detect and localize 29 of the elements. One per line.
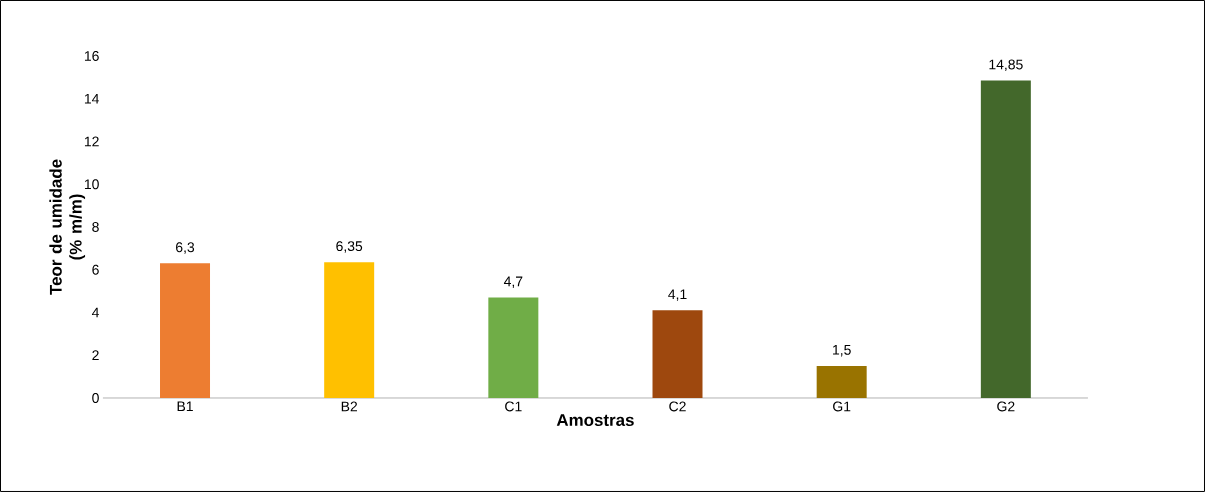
bar — [324, 262, 375, 398]
data-label: 4,1 — [668, 289, 687, 301]
y-tick-label: 6 — [92, 264, 99, 275]
x-tick-label: B1 — [177, 401, 193, 412]
y-axis-title: Teor de umidade (% m/m) — [49, 159, 86, 295]
y-tick-label: 2 — [92, 350, 99, 361]
y-tick-label: 12 — [84, 136, 99, 147]
x-tick-label: G2 — [997, 401, 1015, 412]
x-tick-label: G1 — [833, 401, 851, 412]
y-tick-label: 0 — [92, 393, 99, 403]
bar — [980, 80, 1031, 398]
y-tick-label: 4 — [91, 307, 99, 318]
y-tick-label: 10 — [84, 179, 99, 190]
x-tick-label: B2 — [341, 401, 358, 412]
bar — [816, 365, 867, 398]
x-tick-label: C1 — [505, 401, 522, 412]
data-label: 4,7 — [503, 276, 523, 288]
data-label: 14,85 — [989, 59, 1023, 72]
data-label: 6,3 — [176, 242, 195, 254]
y-tick-label: 14 — [84, 93, 99, 104]
bar — [160, 263, 211, 398]
y-tick-label: 8 — [92, 222, 99, 232]
x-tick-label: C2 — [669, 401, 686, 412]
y-tick-label: 16 — [84, 51, 99, 61]
data-label: 6,35 — [336, 241, 363, 253]
data-label: 1,5 — [833, 345, 851, 357]
bar — [488, 297, 539, 398]
x-axis-title: Amostras — [556, 414, 634, 427]
bar — [652, 310, 703, 398]
